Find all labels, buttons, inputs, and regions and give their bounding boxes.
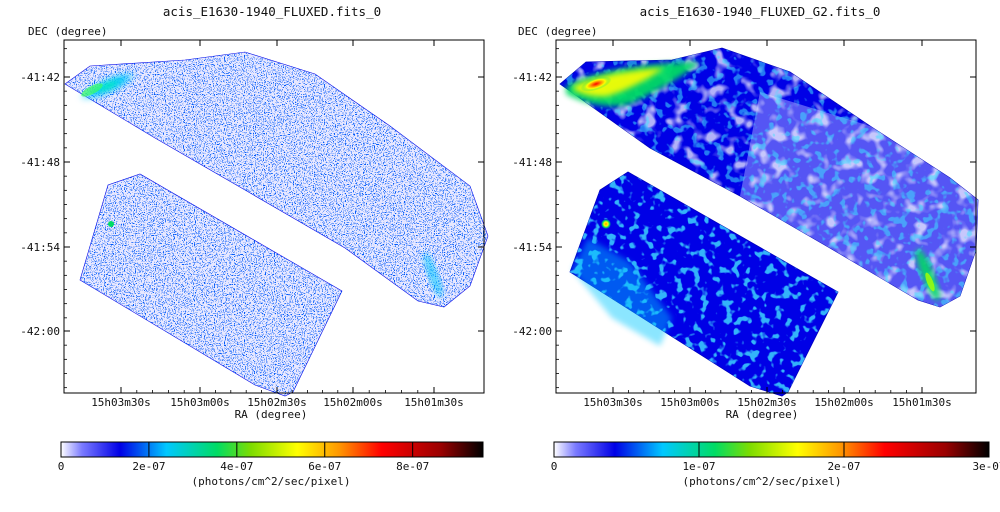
left-chart-title: acis_E1630-1940_FLUXED.fits_0 — [163, 4, 381, 19]
right-colorbar: 0 1e-07 2e-07 3e-07 — [551, 441, 1000, 473]
right-upper-swath-blotch — [560, 48, 978, 307]
x-tick-label: 15h02m00s — [814, 396, 874, 409]
left-colorbar: 0 2e-07 4e-07 6e-07 8e-07 — [58, 441, 484, 473]
right-point-source — [601, 219, 611, 229]
colorbar-tick-label: 0 — [551, 460, 558, 473]
left-point-source — [108, 221, 114, 227]
left-x-axis-label: RA (degree) — [235, 408, 308, 421]
y-tick-label: -41:54 — [512, 241, 552, 254]
colorbar-tick-label: 2e-07 — [132, 460, 165, 473]
right-plot-frame — [555, 39, 977, 394]
y-tick-label: -41:42 — [20, 71, 60, 84]
right-bright-edge-core — [925, 272, 935, 292]
y-tick-label: -42:00 — [512, 325, 552, 338]
right-axis-ticks: 15h03m30s 15h03m00s 15h02m30s 15h02m00s 15h0… — [512, 40, 976, 409]
left-colorbar-label: (photons/cm^2/sec/pixel) — [192, 475, 351, 488]
right-hotspot — [580, 76, 612, 92]
x-tick-label: 15h02m30s — [247, 396, 307, 409]
colorbar-tick-label: 2e-07 — [827, 460, 860, 473]
colorbar-tick-label: 0 — [58, 460, 65, 473]
x-tick-label: 15h03m00s — [170, 396, 230, 409]
left-bright-edge — [423, 252, 443, 298]
left-panel: acis_E1630-1940_FLUXED.fits_0 15h03m30s 1… — [20, 4, 489, 488]
colorbar-tick-label: 1e-07 — [682, 460, 715, 473]
right-lower-swath-blotch — [570, 172, 838, 396]
y-tick-label: -41:48 — [20, 156, 60, 169]
x-tick-label: 15h03m30s — [91, 396, 151, 409]
right-panel: acis_E1630-1940_FLUXED_G2.fits_0 15h03m3… — [512, 4, 1000, 488]
y-tick-label: -41:48 — [512, 156, 552, 169]
colorbar-tick-label: 4e-07 — [220, 460, 253, 473]
left-upper-swath-noise — [65, 52, 488, 307]
colorbar-gradient — [60, 441, 484, 458]
x-tick-label: 15h03m30s — [583, 396, 643, 409]
colorbar-gradient — [553, 441, 990, 458]
right-y-axis-label: DEC (degree) — [518, 25, 597, 38]
colorbar-tick-label: 3e-07 — [972, 460, 1000, 473]
left-bright-arc-core — [81, 83, 103, 97]
left-image — [64, 51, 489, 397]
x-tick-label: 15h01m30s — [404, 396, 464, 409]
right-lower-swath-cyan — [572, 238, 672, 346]
right-x-axis-label: RA (degree) — [726, 408, 799, 421]
right-chart-title: acis_E1630-1940_FLUXED_G2.fits_0 — [640, 4, 881, 19]
left-lower-swath-noise — [80, 174, 342, 396]
right-colorbar-label: (photons/cm^2/sec/pixel) — [683, 475, 842, 488]
y-tick-label: -41:42 — [512, 71, 552, 84]
x-tick-label: 15h02m30s — [737, 396, 797, 409]
y-tick-label: -41:54 — [20, 241, 60, 254]
x-tick-label: 15h02m00s — [323, 396, 383, 409]
colorbar-tick-label: 8e-07 — [396, 460, 429, 473]
left-plot-frame — [63, 39, 485, 394]
colorbar-tick-label: 6e-07 — [308, 460, 341, 473]
y-tick-label: -42:00 — [20, 325, 60, 338]
right-image — [559, 47, 979, 397]
left-axis-ticks: 15h03m30s 15h03m00s 15h02m30s 15h02m00s 15h0… — [20, 40, 484, 409]
left-y-axis-label: DEC (degree) — [28, 25, 107, 38]
x-tick-label: 15h01m30s — [892, 396, 952, 409]
x-tick-label: 15h03m00s — [660, 396, 720, 409]
